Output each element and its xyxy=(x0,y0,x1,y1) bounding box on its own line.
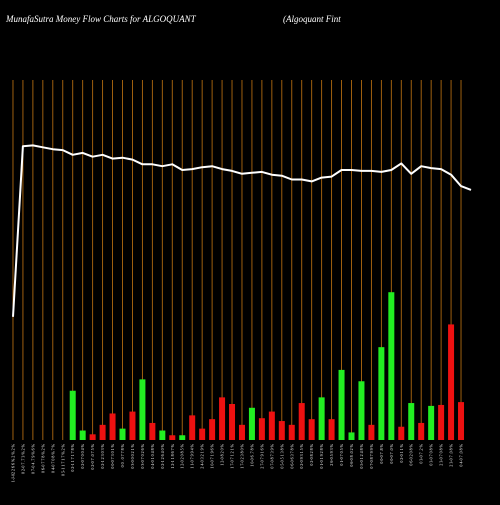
outflow-bar xyxy=(458,402,465,440)
x-axis-tick-labels: 1-J-02 2 6 6 % 2 % 2 % 0 2-0 7 .7 3 % 2 %… xyxy=(11,443,464,482)
inflow-bar xyxy=(428,405,435,440)
chart-title: MunafaSutra Money Flow Charts for ALGOQU… xyxy=(5,14,197,24)
x-tick-label: 0 2-1 2 6 4 0 % xyxy=(160,443,165,468)
inflow-bar xyxy=(79,430,86,440)
outflow-bar xyxy=(209,419,216,440)
x-tick-label: 0 7-0 4 .7 9 % 6 % xyxy=(30,443,35,474)
x-tick-label: 2 4-0 3 2 1 9 % xyxy=(200,443,205,468)
x-tick-label: 2 6-0 5 9 3 % xyxy=(329,443,334,465)
outflow-bar xyxy=(308,419,315,440)
x-tick-label: 2 3-0 7 0 8 % xyxy=(439,443,444,465)
inflow-bar xyxy=(69,390,76,440)
outflow-bar xyxy=(438,404,445,440)
x-tick-label: 1 7-0 2 3 8 0 % xyxy=(240,443,245,468)
x-tick-label: 1 1-0 7 9 9 4 % xyxy=(190,443,195,468)
x-tick-label: 2 3-0 7 .0 8 % xyxy=(449,443,454,466)
outflow-bar xyxy=(99,424,106,440)
outflow-bar xyxy=(328,419,335,440)
x-tick-label: 0 6-0 8 .0 2 % xyxy=(349,443,354,466)
x-tick-label: 0 4-0 7 .0 8 % xyxy=(459,443,464,466)
outflow-bar xyxy=(288,424,295,440)
x-tick-label: 0 3-0 7 0 8 % xyxy=(429,443,434,465)
x-tick-label: 0 2-0 7 .7 3 % 2 % xyxy=(20,443,25,474)
x-tick-label: 0 3-0 0 0 2 1 % xyxy=(130,443,135,468)
x-tick-label: 0 0-0 7 .8 % xyxy=(379,443,384,463)
inflow-bar xyxy=(348,432,355,440)
x-tick-label: 0 0 . 0 7 7 8 % xyxy=(120,443,125,467)
money-flow-bars xyxy=(69,292,465,440)
x-tick-label: 0 5-1 1 7 1 7 % 2 % xyxy=(60,443,65,476)
outflow-bar xyxy=(189,415,196,440)
inflow-bar xyxy=(248,407,255,440)
x-tick-label: 0 0-0 7 .0 % xyxy=(389,443,394,463)
x-tick-label: 0 5-0 1 2 4 8 % xyxy=(359,443,364,468)
x-tick-label: 0 2-0 7 0 0 4 % xyxy=(80,443,85,468)
x-tick-label: 0 6-0 6 3 7 8 % xyxy=(289,443,294,468)
x-tick-label: 0 6-0 2 0 8 % xyxy=(409,443,414,465)
inflow-bar xyxy=(139,379,146,440)
x-tick-label: 0 7-0 8 7 9 9 % xyxy=(369,443,374,468)
x-tick-label: 1 0-0 7 1 9 6 % xyxy=(210,443,215,468)
outflow-bar xyxy=(149,422,156,440)
outflow-bar xyxy=(448,324,455,440)
inflow-bar xyxy=(388,292,395,440)
outflow-bar xyxy=(258,418,265,440)
inflow-bar xyxy=(179,435,186,440)
inflow-bar xyxy=(119,428,126,440)
price-line-group xyxy=(12,144,472,317)
inflow-bar xyxy=(408,403,415,440)
x-tick-label: 0 7-0 8 7 3 9 % xyxy=(269,443,274,468)
x-tick-label: 0 2-1 2 3 0 3 % xyxy=(100,443,105,468)
inflow-bar xyxy=(358,381,365,440)
outflow-bar xyxy=(109,413,116,440)
x-tick-label: 1-J-02 2 6 6 % 2 % 2 % xyxy=(11,443,16,482)
x-tick-label: 0 2-1 1 7 1 7 8 % xyxy=(70,443,75,471)
x-tick-label: 0 2-0 8 2 8 % xyxy=(309,443,314,465)
outflow-bar xyxy=(229,404,236,440)
x-tick-label: 0 4-0 7 0 8 % 7 % xyxy=(50,443,55,473)
x-tick-label: 0 4-0 1 0 4 8 % xyxy=(150,443,155,468)
x-tick-label: 1 2-0 2 0 8 5 % xyxy=(180,443,185,468)
outflow-bar xyxy=(219,397,226,440)
outflow-bar xyxy=(268,411,275,440)
x-tick-label: 0 3-0 7 0 2 6 % xyxy=(140,443,145,468)
inflow-bar xyxy=(378,347,385,440)
x-tick-label: 0 5-0 5 1 3 8 % xyxy=(279,443,284,468)
chart-subtitle: (Algoquant Fint xyxy=(283,14,341,24)
outflow-bar xyxy=(398,426,405,440)
x-tick-label: 0 2-0 7 .0 7 5 % xyxy=(90,443,95,469)
outflow-bar xyxy=(199,428,206,440)
outflow-bar xyxy=(298,403,305,440)
x-tick-label: 1 7-0 7 1 2 1 % xyxy=(230,443,235,468)
price-line xyxy=(12,144,472,317)
x-tick-label: 0 1-0 1 9 2 8 % xyxy=(319,443,324,468)
x-tick-label: 0 6-0 7 7 8 % 2 % xyxy=(40,443,45,473)
x-tick-label: 2 7-0 7 9 1 6 % xyxy=(259,443,264,468)
outflow-bar xyxy=(89,434,96,440)
x-tick-label: 0 3-0 7 .2 % xyxy=(419,443,424,463)
outflow-bar xyxy=(129,411,136,440)
x-tick-label: 0 2-0 1 1 % xyxy=(399,443,404,462)
outflow-bar xyxy=(418,422,425,440)
x-tick-label: 0 2-0 9 3 1 5 % xyxy=(299,443,304,468)
inflow-bar xyxy=(318,397,325,440)
inflow-bar xyxy=(338,369,345,440)
x-tick-label: 1 2-0 8 2 0 % xyxy=(220,443,225,465)
x-tick-label: 0 0-0 7 3 0 1 % xyxy=(110,443,115,468)
outflow-bar xyxy=(169,435,176,440)
x-tick-label: 1 2-1 1 8 6 7 % xyxy=(170,443,175,468)
outflow-bar xyxy=(368,424,375,440)
x-tick-label: 1 0-0 6 .7 8 % xyxy=(249,443,254,466)
outflow-bar xyxy=(238,424,245,440)
x-tick-label: 0 1-0 7 0 5 % xyxy=(339,443,344,465)
outflow-bar xyxy=(278,421,285,440)
inflow-bar xyxy=(159,430,166,440)
